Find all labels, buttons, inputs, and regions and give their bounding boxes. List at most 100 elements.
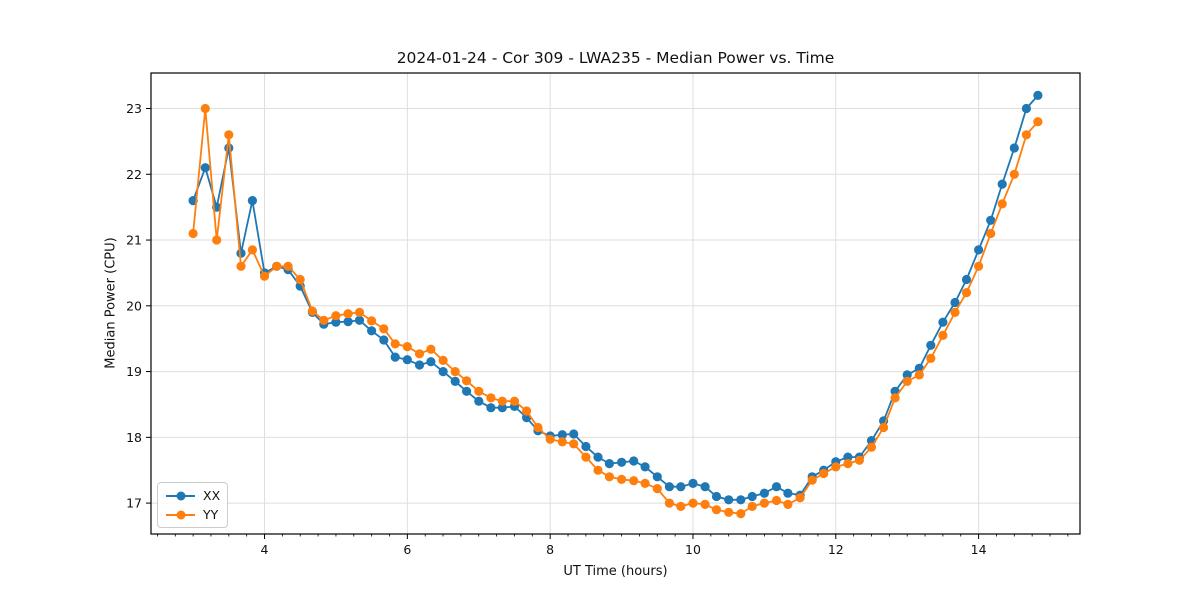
data-point-xx (604, 459, 615, 469)
y-tick-label: 18 (126, 430, 142, 445)
data-point-xx (486, 403, 496, 413)
data-point-yy (354, 307, 365, 317)
data-point-yy (379, 324, 389, 334)
data-point-yy (343, 309, 353, 319)
data-point-yy (747, 501, 757, 511)
data-point-xx (700, 482, 710, 492)
data-point-yy (247, 245, 257, 255)
data-point-yy (807, 475, 817, 485)
data-point-yy (854, 455, 865, 465)
data-point-yy (902, 376, 912, 386)
data-point-yy (497, 396, 507, 406)
x-tick-label: 12 (828, 542, 844, 557)
data-point-yy (736, 508, 746, 519)
data-point-yy (200, 103, 210, 114)
y-tick-label: 21 (126, 233, 142, 248)
data-point-xx (724, 495, 734, 505)
data-point-xx (1033, 90, 1043, 100)
data-point-yy (771, 495, 782, 506)
series-xx (188, 90, 1043, 505)
data-point-yy (926, 353, 936, 363)
data-point-yy (593, 465, 603, 475)
data-point-yy (426, 344, 436, 354)
legend-marker-yy-icon (166, 510, 195, 520)
data-point-yy (414, 349, 425, 359)
data-point-xx (783, 488, 793, 498)
data-point-yy (950, 307, 960, 317)
series-yy (188, 103, 1043, 519)
data-point-xx (354, 315, 365, 325)
data-point-yy (486, 393, 496, 403)
data-point-yy (866, 442, 877, 452)
data-point-yy (629, 476, 639, 486)
data-point-xx (1009, 143, 1019, 153)
data-point-yy (961, 288, 972, 298)
data-point-yy (509, 396, 520, 406)
data-point-yy (819, 468, 829, 479)
data-point-yy (1033, 117, 1043, 127)
data-point-yy (272, 261, 282, 271)
data-point-yy (795, 493, 805, 503)
data-point-yy (1009, 169, 1019, 179)
data-point-xx (843, 452, 853, 462)
data-point-xx (688, 478, 698, 488)
y-axis-label: Median Power (CPU) (103, 237, 119, 369)
chart-title: 2024-01-24 - Cor 309 - LWA235 - Median P… (396, 49, 835, 67)
data-point-yy (462, 376, 472, 386)
data-point-yy (581, 452, 591, 462)
data-point-xx (414, 360, 425, 370)
data-point-xx (747, 491, 757, 502)
x-tick-label: 10 (685, 542, 701, 557)
data-point-yy (831, 462, 841, 472)
axis-ticks: 4 6 8 10 12 14 17 18 19 20 21 22 23 (126, 101, 1069, 557)
data-point-xx (343, 317, 353, 327)
data-point-yy (402, 342, 412, 352)
data-point-yy (688, 498, 698, 508)
legend-label-yy: YY (203, 507, 219, 522)
data-point-yy (319, 315, 329, 325)
data-point-xx (224, 143, 234, 153)
data-point-yy (759, 498, 770, 508)
data-point-xx (402, 355, 412, 365)
data-point-yy (188, 228, 198, 239)
data-point-xx (902, 370, 912, 380)
data-point-yy (450, 367, 460, 377)
data-point-xx (593, 452, 603, 462)
data-point-xx (474, 396, 484, 406)
data-point-yy (367, 316, 377, 326)
data-point-xx (711, 491, 722, 502)
data-point-yy (474, 386, 484, 396)
gridlines (151, 73, 1080, 534)
series-yy-line (192, 108, 1039, 515)
x-tick-label: 14 (971, 542, 987, 557)
data-point-xx (986, 215, 996, 225)
data-point-yy (711, 505, 722, 515)
data-point-yy (307, 306, 317, 316)
data-point-yy (522, 406, 532, 416)
data-point-yy (664, 498, 675, 508)
data-point-xx (938, 317, 948, 327)
data-point-xx (497, 403, 507, 413)
data-point-xx (961, 274, 972, 285)
data-point-xx (950, 297, 960, 308)
data-point-xx (1021, 103, 1031, 114)
data-point-yy (604, 472, 615, 482)
data-point-xx (450, 376, 460, 386)
data-point-yy (236, 261, 246, 271)
data-point-yy (259, 271, 270, 281)
data-point-yy (843, 459, 853, 469)
data-point-yy (283, 261, 293, 271)
data-point-xx (569, 429, 579, 439)
data-point-xx (236, 248, 246, 258)
data-point-yy (724, 507, 734, 517)
series-xx-line (192, 94, 1039, 501)
data-point-yy (700, 499, 710, 509)
data-point-xx (759, 488, 770, 498)
data-point-xx (462, 386, 472, 396)
data-point-xx (331, 317, 341, 327)
data-point-yy (974, 261, 984, 271)
data-point-xx (617, 457, 627, 467)
data-point-yy (676, 501, 686, 511)
